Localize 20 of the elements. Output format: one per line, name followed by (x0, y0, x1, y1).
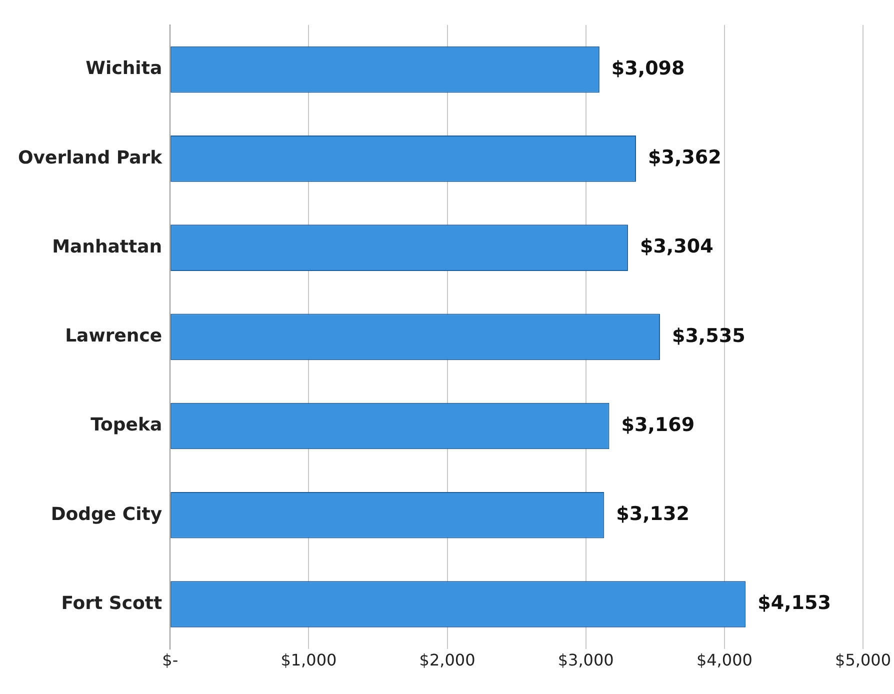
y-tick-label: Dodge City (50, 504, 162, 525)
data-label: $4,153 (758, 592, 831, 614)
x-tick-label: $3,000 (558, 650, 614, 670)
data-label: $3,304 (640, 236, 714, 258)
y-tick-label: Wichita (86, 58, 162, 80)
data-label: $3,169 (621, 414, 695, 436)
data-label: $3,132 (616, 503, 690, 526)
x-tick-label: $5,000 (835, 650, 891, 670)
data-label: $3,362 (648, 146, 722, 169)
data-label: $3,098 (611, 57, 685, 80)
data-label: $3,535 (672, 324, 746, 347)
y-tick-label: Overland Park (18, 147, 164, 168)
x-tick-label: $2,000 (419, 650, 476, 670)
x-tick-label: $- (162, 650, 178, 670)
x-tick-label: $1,000 (280, 650, 337, 670)
y-tick-label: Fort Scott (61, 592, 162, 614)
y-tick-label: Topeka (90, 414, 162, 436)
x-tick-label: $4,000 (696, 650, 752, 670)
y-tick-label: Lawrence (65, 326, 162, 347)
y-tick-label: Manhattan (52, 236, 162, 258)
